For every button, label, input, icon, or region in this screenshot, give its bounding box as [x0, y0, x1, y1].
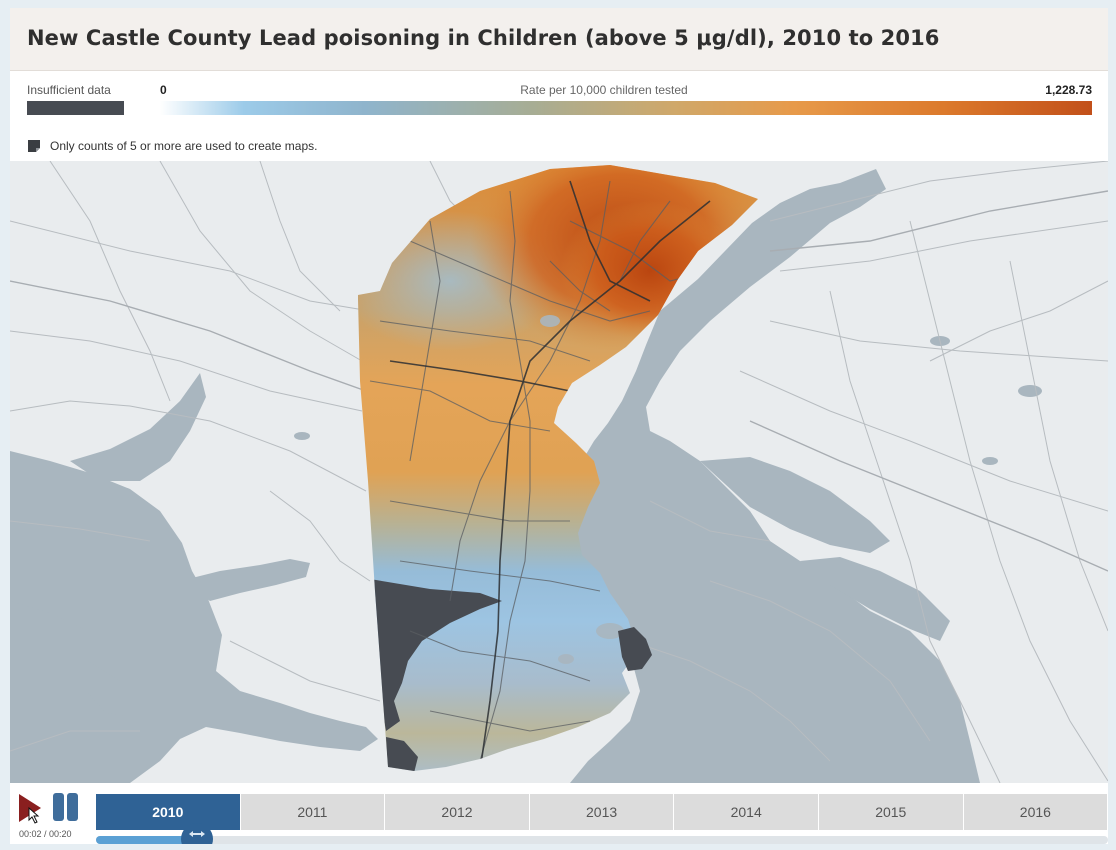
- legend-note: Only counts of 5 or more are used to cre…: [50, 139, 318, 153]
- year-tab-2011[interactable]: 2011: [240, 794, 386, 830]
- year-tab-2015[interactable]: 2015: [818, 794, 964, 830]
- progress-fill: [96, 836, 198, 844]
- year-tab-2014[interactable]: 2014: [674, 794, 819, 830]
- year-tab-2013[interactable]: 2013: [529, 794, 675, 830]
- slider-handle-icon[interactable]: [180, 822, 214, 844]
- playback-controls: 00:02 / 00:20 2010 2011 2012 2013 2014 2…: [10, 783, 1108, 844]
- year-tab-2012[interactable]: 2012: [385, 794, 530, 830]
- title-bar: New Castle County Lead poisoning in Chil…: [10, 8, 1108, 71]
- note-icon: [28, 140, 40, 152]
- insufficient-data-area: [370, 579, 502, 731]
- year-tab-2016[interactable]: 2016: [963, 794, 1108, 830]
- scale-title: Rate per 10,000 children tested: [520, 83, 688, 97]
- scale-max-label: 1,228.73: [1045, 83, 1092, 97]
- year-tab-2010[interactable]: 2010: [96, 794, 241, 830]
- progress-track[interactable]: [96, 836, 1108, 844]
- playback-time: 00:02 / 00:20: [19, 829, 72, 839]
- road-network: [10, 160, 1108, 784]
- scale-min-label: 0: [160, 83, 167, 97]
- map-canvas: [10, 160, 1108, 784]
- pause-icon[interactable]: [51, 793, 79, 823]
- insufficient-data-label: Insufficient data: [27, 83, 111, 97]
- delaware-bay: [564, 169, 980, 783]
- insufficient-data-swatch: [27, 101, 124, 115]
- play-icon[interactable]: [16, 792, 44, 824]
- legend: Insufficient data 0 Rate per 10,000 chil…: [10, 71, 1108, 161]
- color-scale-bar: [160, 101, 1092, 115]
- page-title: New Castle County Lead poisoning in Chil…: [27, 26, 940, 50]
- app-frame: New Castle County Lead poisoning in Chil…: [10, 8, 1108, 844]
- map-view[interactable]: [10, 160, 1108, 784]
- year-selector: 2010 2011 2012 2013 2014 2015 2016: [96, 794, 1108, 830]
